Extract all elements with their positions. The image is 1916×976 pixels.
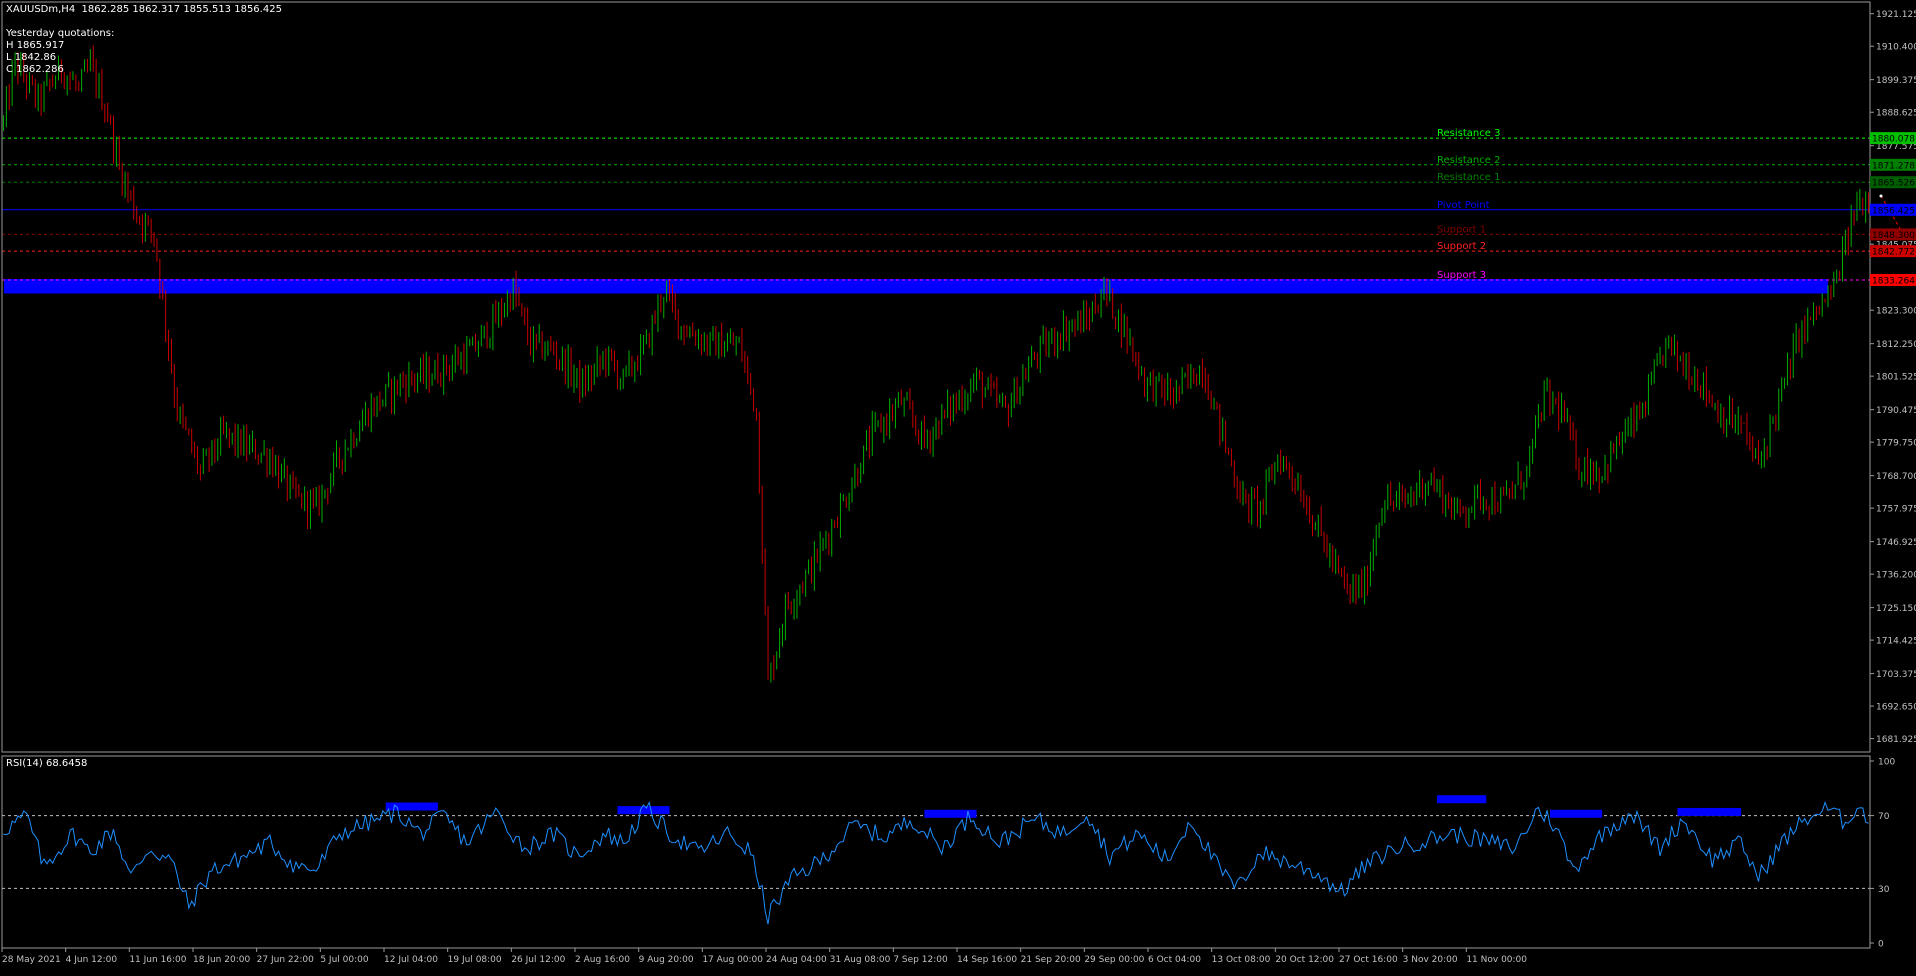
price-tag xyxy=(1870,158,1916,171)
price-tick-label: 1703.375 xyxy=(1876,670,1916,680)
rsi-zone xyxy=(1549,809,1603,818)
price-tick-label: 1877.575 xyxy=(1876,142,1916,152)
rsi-zone xyxy=(1437,795,1487,804)
rsi-zone xyxy=(924,809,977,818)
time-tick-label: 31 Aug 08:00 xyxy=(830,955,891,965)
support-zone-rect xyxy=(4,278,1828,294)
rsi-zone xyxy=(617,806,670,815)
level-label: Pivot Point xyxy=(1437,200,1490,211)
rsi-label: RSI(14) 68.6458 xyxy=(6,758,88,769)
time-tick-label: 24 Aug 04:00 xyxy=(766,955,827,965)
time-tick-label: 5 Jul 00:00 xyxy=(320,955,369,965)
quotation-high: H 1865.917 xyxy=(6,40,65,51)
price-tick-label: 1779.750 xyxy=(1876,439,1916,449)
price-tag-text: 1848.300 xyxy=(1872,231,1915,241)
time-tick-label: 14 Sep 16:00 xyxy=(957,955,1017,965)
time-tick-label: 2 Aug 16:00 xyxy=(575,955,630,965)
time-tick-label: 13 Oct 08:00 xyxy=(1212,955,1271,965)
time-tick-label: 18 Jun 20:00 xyxy=(193,955,250,965)
price-tick-label: 1736.200 xyxy=(1876,571,1916,581)
level-label: Support 3 xyxy=(1437,270,1486,281)
rsi-tick-label: 100 xyxy=(1878,758,1895,768)
quotation-low: L 1842.86 xyxy=(6,52,57,63)
time-tick-label: 4 Jun 12:00 xyxy=(66,955,118,965)
price-tick-label: 1921.125 xyxy=(1876,10,1916,20)
price-tick-label: 1768.700 xyxy=(1876,472,1916,482)
price-pane-frame xyxy=(1,1,1871,753)
rsi-pane-frame xyxy=(1,755,1871,949)
rsi-zone xyxy=(1677,807,1742,816)
time-tick-label: 29 Sep 00:00 xyxy=(1084,955,1144,965)
price-tick-label: 1899.375 xyxy=(1876,76,1916,86)
time-tick-label: 28 May 2021 xyxy=(2,955,61,965)
price-tag-text: 1833.264 xyxy=(1872,276,1915,286)
rsi-zone xyxy=(385,802,438,811)
price-tick-label: 1888.625 xyxy=(1876,109,1916,119)
price-tick-label: 1746.925 xyxy=(1876,538,1916,548)
price-tick-label: 1757.975 xyxy=(1876,505,1916,515)
price-tag-text: 1856.425 xyxy=(1872,206,1915,216)
time-tick-label: 3 Nov 20:00 xyxy=(1403,955,1458,965)
info-overlay: XAUUSDm,H4 1862.285 1862.317 1855.513 18… xyxy=(6,4,282,76)
rsi-tick-label: 70 xyxy=(1878,812,1890,822)
time-tick-label: 12 Jul 04:00 xyxy=(384,955,438,965)
time-tick-label: 20 Oct 12:00 xyxy=(1275,955,1334,965)
price-tick-label: 1823.300 xyxy=(1876,307,1916,317)
time-tick-label: 11 Jun 16:00 xyxy=(129,955,186,965)
price-tag xyxy=(1870,245,1916,258)
time-tick-label: 9 Aug 20:00 xyxy=(639,955,694,965)
time-tick-label: 21 Sep 20:00 xyxy=(1021,955,1081,965)
quotations-title: Yesterday quotations: xyxy=(6,28,115,39)
price-tick-label: 1725.150 xyxy=(1876,604,1916,614)
price-tick-label: 1714.425 xyxy=(1876,637,1916,647)
price-tick-label: 1910.400 xyxy=(1876,43,1916,53)
time-tick-label: 6 Oct 04:00 xyxy=(1148,955,1201,965)
price-tag xyxy=(1870,176,1916,189)
price-tag xyxy=(1870,228,1916,241)
level-label: Support 1 xyxy=(1437,224,1486,235)
price-tick-label: 1790.475 xyxy=(1876,406,1916,416)
price-tick-label: 1801.525 xyxy=(1876,373,1916,383)
time-tick-label: 26 Jul 12:00 xyxy=(511,955,565,965)
symbol-header: XAUUSDm,H4 1862.285 1862.317 1855.513 18… xyxy=(6,4,282,15)
price-tag-text: 1865.526 xyxy=(1872,179,1915,189)
price-tick-label: 1681.925 xyxy=(1876,735,1916,745)
level-label: Resistance 2 xyxy=(1437,155,1500,166)
level-label: Resistance 1 xyxy=(1437,172,1500,183)
price-tag xyxy=(1870,203,1916,216)
price-tag-text: 1880.078 xyxy=(1872,135,1915,145)
rsi-line xyxy=(3,800,1869,925)
quotation-close: C 1862.286 xyxy=(6,64,64,75)
time-tick-label: 19 Jul 08:00 xyxy=(448,955,502,965)
rsi-tick-label: 0 xyxy=(1878,940,1884,950)
level-label: Support 2 xyxy=(1437,241,1486,252)
projection-point xyxy=(1879,194,1883,198)
time-tick-label: 7 Sep 12:00 xyxy=(893,955,948,965)
time-tick-label: 27 Jun 22:00 xyxy=(257,955,314,965)
price-tag-text: 1842.772 xyxy=(1872,248,1915,258)
price-tick-label: 1812.250 xyxy=(1876,340,1916,350)
time-tick-label: 17 Aug 00:00 xyxy=(702,955,763,965)
rsi-tick-label: 30 xyxy=(1878,885,1890,895)
price-tag-text: 1871.278 xyxy=(1872,161,1915,171)
price-tick-label: 1692.650 xyxy=(1876,703,1916,713)
time-tick-label: 11 Nov 00:00 xyxy=(1466,955,1527,965)
time-tick-label: 27 Oct 16:00 xyxy=(1339,955,1398,965)
price-tag xyxy=(1870,132,1916,145)
price-tag xyxy=(1870,273,1916,286)
level-label: Resistance 3 xyxy=(1437,128,1500,139)
